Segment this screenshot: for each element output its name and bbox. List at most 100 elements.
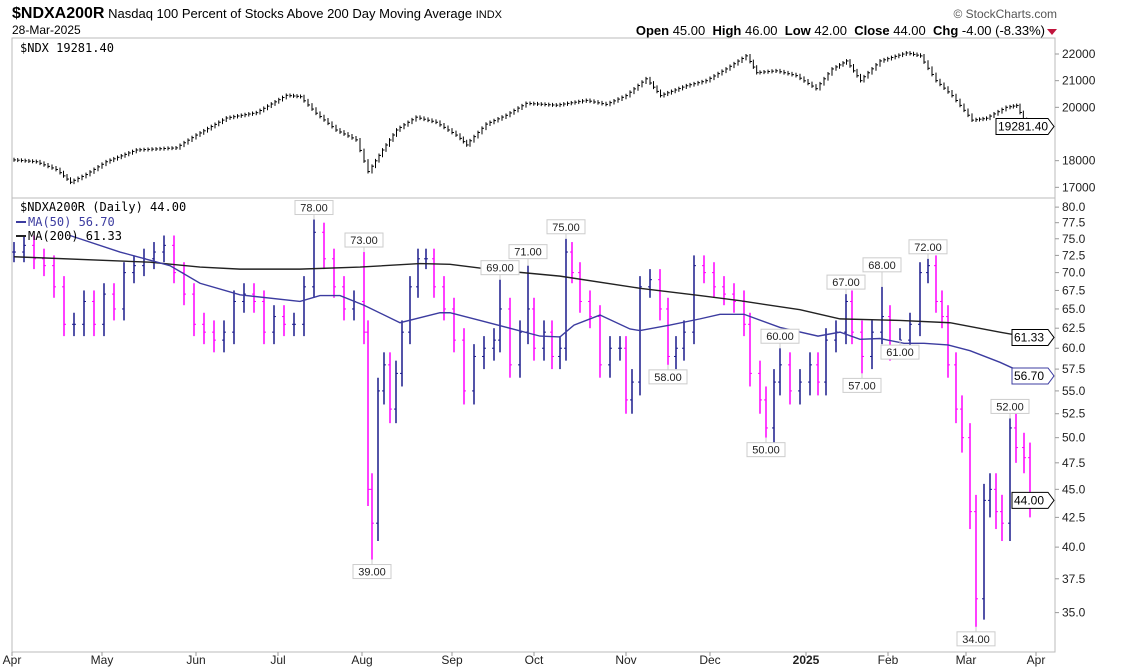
symbol: $NDXA200R — [12, 5, 105, 22]
annotation-label: 69.00 — [486, 263, 514, 275]
price-ytick-label: 20000 — [1062, 100, 1096, 114]
indicator-ytick-label: 37.5 — [1062, 572, 1086, 586]
annotation-box — [760, 328, 800, 344]
indicator-ytick-label: 55.0 — [1062, 384, 1086, 398]
xtick-label: Jul — [270, 653, 285, 667]
chart-title: $NDXA200R Nasdaq 100 Percent of Stocks A… — [12, 5, 502, 23]
annotation-label: 71.00 — [514, 247, 542, 259]
annotation-box — [344, 232, 384, 248]
description: Nasdaq 100 Percent of Stocks Above 200 D… — [108, 6, 473, 21]
exchange: INDX — [475, 9, 503, 21]
xtick-label: Dec — [699, 653, 720, 667]
annotation-label: 72.00 — [914, 242, 942, 254]
brand-watermark: © StockCharts.com — [953, 7, 1057, 21]
xtick-label: Sep — [441, 653, 463, 667]
close-value: 44.00 — [893, 23, 926, 38]
open-value: 45.00 — [672, 23, 706, 38]
indicator-ytick-label: 70.0 — [1062, 266, 1086, 280]
down-arrow-icon — [1047, 28, 1057, 35]
annotation-box — [880, 344, 920, 360]
low-label: Low — [784, 23, 811, 38]
ma50-tag: 56.70 — [1014, 369, 1044, 383]
price-last-tag-box — [995, 117, 1055, 135]
indicator-ytick-label: 42.5 — [1062, 510, 1086, 524]
indicator-ytick-label: 47.5 — [1062, 456, 1086, 470]
indicator-ytick-label: 67.5 — [1062, 283, 1086, 297]
annotation-label: 73.00 — [350, 235, 378, 247]
close-label: Close — [854, 23, 890, 38]
price-last-tag: 19281.40 — [998, 119, 1048, 133]
annotation-box — [842, 377, 882, 393]
annotation-box — [352, 564, 392, 580]
annotation-box — [990, 398, 1030, 414]
annotation-box — [826, 274, 866, 290]
change-label: Chg — [933, 23, 959, 38]
ma200-tag-box — [1011, 328, 1055, 346]
indicator-legend: $NDXA200R (Daily) 44.00 — [20, 200, 186, 214]
chart-date: 28-Mar-2025 — [12, 23, 81, 37]
ma50-legend: MA(50) 56.70 — [28, 215, 115, 229]
xtick-label: Jun — [186, 653, 205, 667]
low-value: 42.00 — [814, 23, 847, 38]
high-value: 46.00 — [745, 23, 778, 38]
xtick-label: Feb — [878, 653, 899, 667]
annotation-label: 61.00 — [886, 347, 914, 359]
xtick-label: May — [91, 653, 114, 667]
annotation-box — [648, 369, 688, 385]
indicator-last-tag-box — [1011, 491, 1055, 509]
annotation-label: 34.00 — [962, 634, 990, 646]
xtick-label: Nov — [615, 653, 636, 667]
annotation-label: 75.00 — [552, 222, 580, 234]
price-ytick-label: 17000 — [1062, 180, 1096, 194]
annotation-label: 39.00 — [358, 567, 386, 579]
annotation-box — [862, 257, 902, 273]
indicator-ytick-label: 72.5 — [1062, 248, 1086, 262]
annotation-label: 50.00 — [752, 445, 780, 457]
xtick-label: Mar — [956, 653, 977, 667]
change-value: -4.00 (-8.33%) — [961, 23, 1045, 38]
annotation-box — [480, 260, 520, 276]
annotation-label: 57.00 — [848, 380, 876, 392]
xtick-label: Apr — [3, 653, 22, 667]
price-legend: $NDX 19281.40 — [20, 41, 114, 55]
annotation-label: 52.00 — [996, 401, 1024, 413]
indicator-ytick-label: 45.0 — [1062, 482, 1086, 496]
indicator-ytick-label: 80.0 — [1062, 200, 1086, 214]
indicator-last-tag: 44.00 — [1014, 493, 1044, 507]
indicator-ytick-label: 77.5 — [1062, 216, 1086, 230]
xtick-label: 2025 — [793, 653, 820, 667]
indicator-ytick-label: 60.0 — [1062, 341, 1086, 355]
indicator-ytick-label: 50.0 — [1062, 431, 1086, 445]
price-ytick-label: 21000 — [1062, 74, 1096, 88]
annotation-box — [908, 239, 948, 255]
indicator-ytick-label: 57.5 — [1062, 362, 1086, 376]
annotation-label: 60.00 — [766, 331, 794, 343]
annotation-label: 68.00 — [868, 260, 896, 272]
ma50-tag-box — [1011, 367, 1055, 385]
indicator-ytick-label: 75.0 — [1062, 232, 1086, 246]
annotation-box — [746, 442, 786, 458]
xtick-label: Oct — [525, 653, 544, 667]
high-label: High — [712, 23, 742, 38]
ma200-line — [13, 256, 1031, 339]
xtick-label: Aug — [351, 653, 372, 667]
indicator-ytick-label: 65.0 — [1062, 302, 1086, 316]
annotation-box — [546, 219, 586, 235]
annotation-label: 78.00 — [300, 203, 328, 215]
ma200-legend: MA(200) 61.33 — [28, 229, 122, 243]
annotation-box — [294, 200, 334, 216]
annotation-box — [956, 631, 996, 647]
indicator-ytick-label: 35.0 — [1062, 606, 1086, 620]
indicator-ytick-label: 62.5 — [1062, 321, 1086, 335]
annotation-label: 58.00 — [654, 372, 682, 384]
price-ytick-label: 22000 — [1062, 47, 1096, 61]
price-ytick-label: 18000 — [1062, 154, 1096, 168]
ma200-tag: 61.33 — [1014, 330, 1044, 344]
ohlc-summary: Open 45.00 High 46.00 Low 42.00 Close 44… — [636, 23, 1057, 38]
indicator-ytick-label: 52.5 — [1062, 407, 1086, 421]
ma50-line — [69, 234, 1031, 377]
xtick-label: Apr — [1027, 653, 1046, 667]
annotation-label: 67.00 — [832, 277, 860, 289]
price-pane-frame — [11, 37, 1056, 199]
